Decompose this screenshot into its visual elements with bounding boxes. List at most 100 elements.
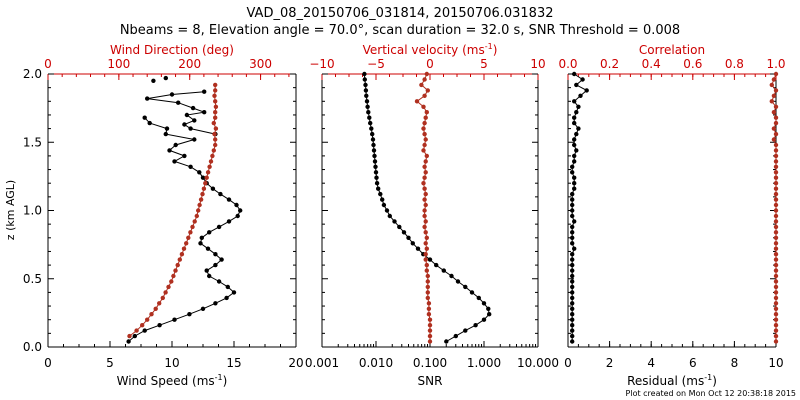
top-tick-label: −10	[309, 57, 334, 71]
data-point	[576, 104, 581, 110]
top-tick-label: 0.4	[642, 57, 661, 71]
data-point	[769, 99, 774, 104]
data-point	[423, 115, 428, 120]
data-point	[422, 131, 427, 137]
data-point	[422, 197, 427, 202]
data-point	[171, 273, 176, 279]
series-black-1	[145, 89, 218, 137]
data-point	[181, 246, 187, 251]
top-tick-label: −5	[367, 57, 385, 71]
data-point	[172, 159, 177, 164]
top-tick-label: 0.8	[725, 57, 744, 71]
data-point	[422, 120, 427, 126]
data-point	[426, 312, 432, 317]
data-point	[371, 142, 376, 148]
data-point	[188, 230, 193, 235]
data-point	[422, 186, 427, 191]
data-point	[197, 170, 202, 175]
bottom-tick-label: 0	[44, 356, 52, 370]
bottom-tick-label: 1.000	[467, 356, 501, 370]
top-axis-title: Vertical velocity (ms-1)	[363, 42, 498, 57]
data-point	[444, 339, 449, 344]
data-point	[572, 246, 577, 251]
data-point	[184, 241, 189, 246]
data-point	[773, 306, 779, 311]
data-point	[213, 137, 218, 142]
data-point	[771, 77, 777, 82]
data-point	[769, 82, 774, 88]
top-tick-label: 0.6	[683, 57, 702, 71]
data-point	[226, 219, 232, 224]
data-point	[773, 295, 779, 301]
data-point	[415, 246, 421, 251]
data-point	[427, 317, 433, 322]
bottom-tick-label: 2	[606, 356, 614, 370]
data-point	[570, 197, 575, 202]
data-point	[422, 175, 427, 180]
data-point	[773, 202, 779, 208]
data-point	[570, 279, 575, 284]
data-point	[212, 93, 217, 99]
data-point	[142, 328, 147, 333]
data-point	[397, 224, 402, 230]
data-point	[427, 333, 433, 339]
data-point	[773, 186, 779, 191]
data-point	[455, 279, 461, 284]
data-point	[200, 191, 205, 197]
data-point	[424, 110, 429, 115]
data-point	[576, 126, 581, 131]
data-point	[153, 306, 158, 311]
data-point	[773, 284, 779, 290]
data-point	[204, 268, 209, 273]
data-point	[423, 241, 428, 246]
data-point	[207, 273, 212, 279]
bottom-tick-label: 10	[768, 356, 783, 370]
data-point	[187, 312, 192, 317]
data-point	[374, 181, 380, 186]
data-point	[773, 159, 779, 164]
data-point	[364, 99, 370, 104]
data-point	[410, 241, 415, 246]
data-point	[424, 262, 429, 268]
data-point	[362, 77, 367, 82]
data-point	[231, 290, 237, 295]
data-point	[196, 208, 201, 213]
data-point	[434, 262, 439, 268]
data-point	[169, 92, 175, 97]
data-point	[164, 126, 170, 131]
data-point	[219, 257, 224, 262]
data-point	[773, 290, 779, 295]
data-point	[211, 120, 216, 126]
data-point	[179, 252, 185, 257]
top-tick-label: 0	[426, 57, 434, 71]
data-point	[423, 252, 428, 257]
data-point	[199, 235, 204, 240]
data-point	[366, 110, 371, 115]
data-point	[570, 273, 575, 279]
top-tick-label: 0.2	[600, 57, 619, 71]
data-point	[572, 219, 577, 224]
data-point	[190, 224, 195, 230]
bottom-tick-label: 15	[226, 356, 241, 370]
data-point	[188, 126, 193, 131]
data-point	[423, 257, 428, 262]
data-point	[424, 153, 429, 159]
data-point	[392, 219, 397, 224]
data-point	[423, 202, 428, 208]
data-point	[182, 122, 187, 127]
data-point	[574, 131, 579, 137]
data-point	[175, 262, 180, 268]
data-point	[570, 312, 575, 317]
data-point	[572, 181, 577, 186]
data-point	[422, 93, 427, 99]
data-point	[486, 306, 491, 311]
data-point	[425, 295, 430, 301]
data-point	[423, 159, 428, 164]
y-axis-label: z (km AGL)	[4, 180, 17, 240]
data-point	[773, 235, 779, 240]
data-point	[422, 213, 427, 219]
data-point	[216, 224, 222, 230]
data-point	[160, 295, 165, 301]
data-point	[572, 137, 577, 142]
bottom-tick-label: 10.000	[517, 356, 559, 370]
